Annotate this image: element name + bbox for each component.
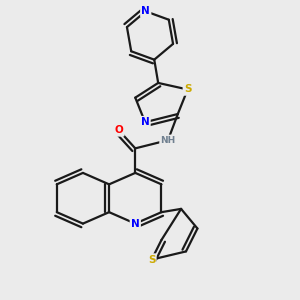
Text: NH: NH: [160, 136, 175, 145]
Text: S: S: [184, 85, 191, 94]
Text: O: O: [115, 125, 123, 135]
Text: S: S: [148, 255, 155, 265]
Text: N: N: [141, 6, 150, 16]
Text: N: N: [141, 117, 149, 127]
Text: N: N: [131, 219, 140, 229]
